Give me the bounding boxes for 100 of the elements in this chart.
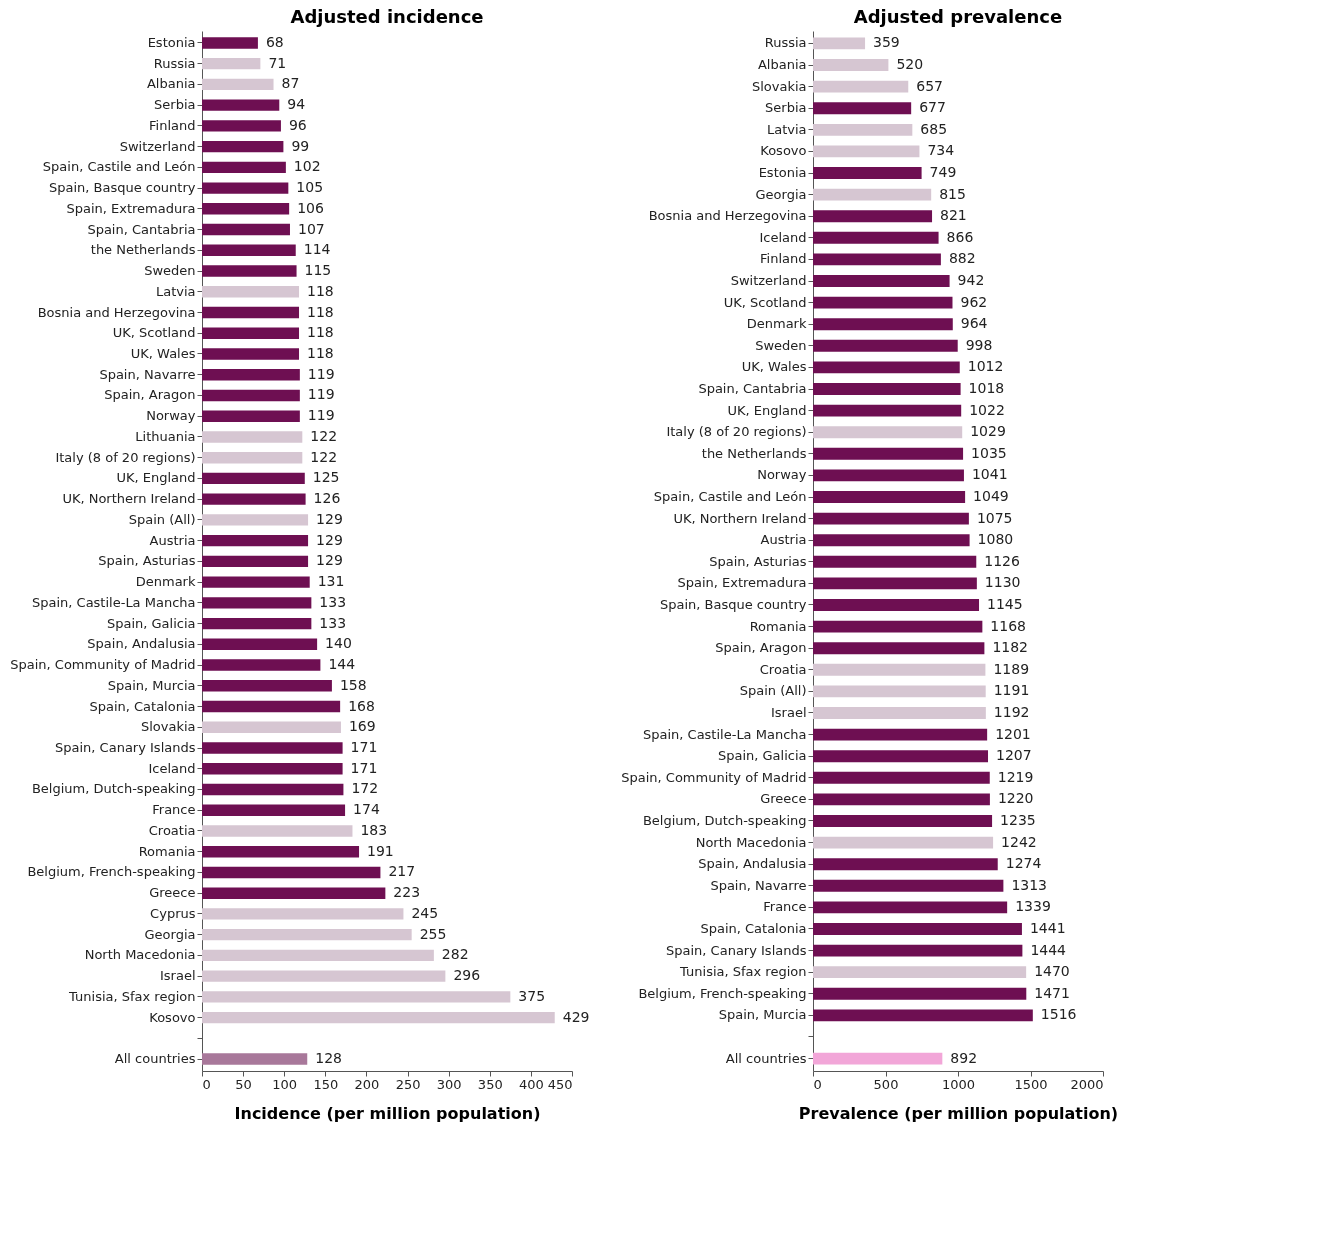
data-label: 1126: [984, 552, 1020, 569]
data-label: 71: [268, 54, 287, 71]
y-tick-label: Latvia: [766, 121, 807, 137]
data-label: 749: [929, 164, 957, 181]
data-label: 129: [316, 552, 343, 569]
data-label: 1145: [987, 596, 1023, 612]
y-tick-label: Spain, Canary Islands: [55, 740, 196, 756]
x-tick-label: 0: [202, 1076, 211, 1092]
data-label: 122: [310, 427, 338, 444]
bar: [202, 763, 343, 775]
y-tick-label: Israel: [770, 704, 807, 720]
bar: [202, 846, 360, 858]
y-tick-label: Serbia: [154, 97, 196, 113]
bar: [202, 742, 343, 754]
y-tick-label: Latvia: [155, 283, 196, 299]
bar: [202, 680, 332, 692]
y-tick-label: UK, Northern Ireland: [62, 491, 196, 507]
x-tick-label: 250: [395, 1076, 421, 1092]
bar: [202, 970, 446, 982]
y-tick-label: Finland: [760, 251, 807, 267]
y-tick-label: Tunisia, Sfax region: [68, 988, 196, 1004]
data-label: 94: [287, 96, 306, 113]
y-tick-label: Greece: [760, 791, 807, 807]
bar: [202, 804, 346, 816]
bar: [202, 534, 309, 547]
data-label: 131: [317, 573, 345, 590]
data-label: 1075: [976, 509, 1013, 526]
x-tick-label: 400: [518, 1076, 544, 1092]
data-label: 169: [348, 718, 376, 735]
data-label: 1018: [968, 380, 1005, 397]
y-tick-label: Serbia: [765, 100, 807, 116]
y-tick-label: Spain (All): [739, 683, 807, 699]
y-tick-label: Belgium, Dutch-speaking: [642, 812, 807, 828]
bar: [202, 244, 296, 256]
y-tick-label: Spain, Andalusia: [87, 636, 196, 652]
y-tick-label: Denmark: [746, 316, 807, 332]
y-tick-label: All countries: [114, 1051, 196, 1067]
y-tick-label: Spain, Community of Madrid: [621, 769, 807, 785]
data-label: 172: [351, 780, 379, 797]
data-label: 685: [920, 120, 948, 137]
y-tick-label: Italy (8 of 20 regions): [666, 424, 807, 440]
data-label: 962: [960, 293, 988, 310]
y-tick-label: Bosnia and Herzegovina: [37, 304, 196, 320]
x-tick-label: 2000: [1070, 1076, 1104, 1092]
y-tick-label: France: [763, 899, 807, 915]
y-tick-label: Slovakia: [140, 719, 196, 735]
data-label: 174: [353, 801, 380, 818]
bar: [202, 306, 300, 319]
data-label: 223: [393, 884, 421, 901]
data-label: 119: [307, 407, 335, 424]
data-label: 105: [296, 179, 324, 196]
y-tick-label: Spain, Cantabria: [698, 381, 807, 397]
y-tick-label: UK, Northern Ireland: [673, 510, 807, 526]
data-label: 125: [312, 469, 340, 486]
data-label: 245: [411, 904, 439, 921]
data-label: 87: [281, 75, 300, 92]
y-tick-label: UK, Wales: [741, 359, 807, 375]
data-label: 815: [939, 185, 966, 202]
data-label: 1219: [997, 768, 1034, 785]
data-label: 1339: [1015, 898, 1051, 915]
bar: [202, 1011, 555, 1024]
data-label: 657: [916, 77, 943, 94]
bar: [202, 721, 341, 733]
data-label: 144: [328, 656, 356, 673]
y-tick-label: Spain, Castile and León: [653, 489, 807, 504]
bar: [202, 555, 309, 568]
x-tick-label: 1000: [941, 1076, 976, 1092]
x-axis-title: Incidence (per million population): [234, 1103, 541, 1123]
data-label: 1192: [993, 703, 1030, 720]
data-label: 168: [348, 697, 375, 714]
y-tick-label: Spain, Canary Islands: [666, 942, 807, 958]
y-tick-label: Spain, Catalonia: [700, 920, 807, 936]
data-label: 106: [297, 199, 324, 216]
y-tick-label: UK, Scotland: [723, 294, 807, 310]
data-label: 1182: [992, 639, 1029, 656]
y-tick-label: Russia: [153, 55, 196, 71]
bar: [202, 161, 286, 174]
data-label: 942: [957, 272, 985, 289]
y-tick-label: Lithuania: [135, 428, 196, 444]
data-label: 1471: [1034, 984, 1070, 1001]
data-label: 115: [304, 262, 332, 279]
bar: [202, 451, 303, 464]
y-tick-label: Spain, Castile-La Mancha: [642, 726, 807, 742]
bar: [202, 783, 344, 796]
y-tick-label: Kosovo: [760, 143, 807, 159]
data-label: 171: [350, 739, 378, 756]
y-tick-label: UK, Scotland: [112, 325, 196, 341]
data-label: 359: [873, 34, 900, 51]
y-tick-label: Cyprus: [150, 905, 196, 921]
data-label: 882: [948, 250, 976, 267]
y-tick-label: Albania: [146, 76, 196, 92]
data-label: 429: [562, 1008, 590, 1025]
y-tick-label: France: [152, 802, 196, 818]
data-label: 140: [325, 635, 352, 652]
bar: [202, 825, 353, 837]
bar: [202, 472, 305, 485]
data-label: 677: [919, 99, 946, 116]
y-tick-label: Iceland: [759, 229, 807, 245]
bar: [202, 659, 321, 671]
y-tick-label: Spain, Cantabria: [87, 221, 196, 237]
